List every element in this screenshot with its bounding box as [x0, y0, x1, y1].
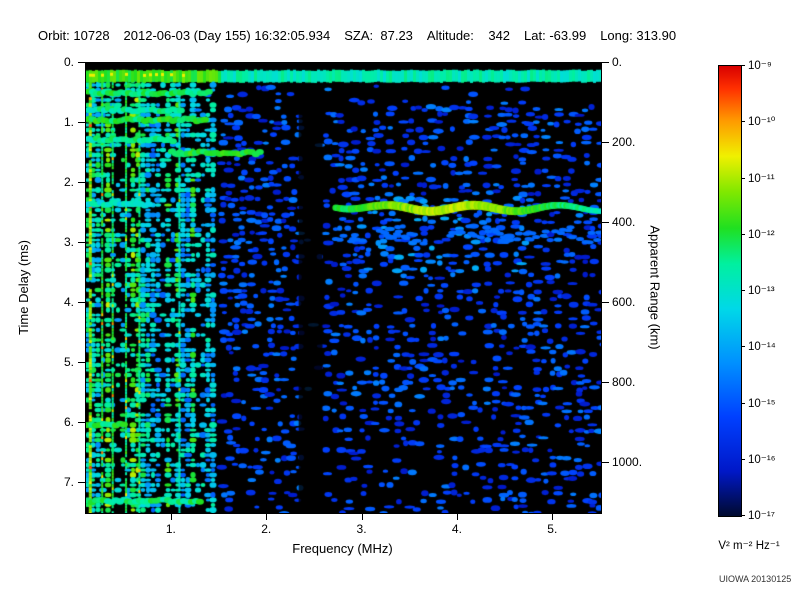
y-axis-label-left: Time Delay (ms) — [14, 62, 32, 512]
y-tick-label: 0. — [63, 55, 74, 69]
x-tick-label: 1. — [165, 522, 176, 536]
right-tick-mark — [602, 142, 609, 143]
x-tick-mark — [170, 514, 172, 520]
y-tick-mark — [78, 122, 85, 123]
y-axis-label-right-text: Apparent Range (km) — [647, 224, 663, 350]
y-tick-label: 4. — [63, 295, 74, 309]
colorbar-tick-label: 10⁻¹⁴ — [748, 341, 776, 354]
latitude-value: Lat: -63.99 — [524, 28, 587, 43]
watermark: UIOWA 20130125 — [719, 574, 792, 584]
x-tick-label: 2. — [261, 522, 272, 536]
x-tick-mark — [552, 514, 554, 520]
y-tick-mark — [78, 242, 85, 243]
sza-value: SZA: 87.23 — [344, 28, 413, 43]
colorbar-tick-label: 10⁻¹⁵ — [748, 397, 776, 410]
right-tick-mark — [602, 462, 609, 463]
orbit-value: Orbit: 10728 — [38, 28, 110, 43]
x-axis-label: Frequency (MHz) — [292, 541, 393, 556]
header-info: Orbit: 10728 2012-06-03 (Day 155) 16:32:… — [38, 28, 676, 43]
colorbar-tick-label: 10⁻¹² — [748, 228, 775, 241]
right-tick-mark — [602, 382, 609, 383]
colorbar-tick-label: 10⁻¹⁷ — [748, 510, 775, 522]
datetime-value: 2012-06-03 (Day 155) 16:32:05.934 — [123, 28, 331, 43]
right-tick-mark — [602, 62, 609, 63]
y-tick-mark — [78, 62, 85, 63]
y-tick-label: 7. — [63, 475, 74, 489]
altitude-value: Altitude: 342 — [426, 28, 511, 43]
y-tick-mark — [78, 302, 85, 303]
y-tick-mark — [78, 482, 85, 483]
y-tick-label: 3. — [63, 235, 74, 249]
colorbar-tick-label: 10⁻¹⁶ — [748, 453, 776, 466]
colorbar-tick-label: 10⁻¹³ — [748, 285, 775, 297]
y-tick-label: 1. — [63, 115, 74, 129]
colorbar-tick-label: 10⁻⁹ — [748, 60, 772, 72]
x-tick-label: 5. — [547, 522, 558, 536]
right-tick-mark — [602, 222, 609, 223]
spectrogram-canvas — [86, 63, 601, 513]
longitude-value: Long: 313.90 — [600, 28, 677, 43]
y-tick-label: 5. — [63, 355, 74, 369]
x-tick-mark — [456, 514, 458, 520]
colorbar-tick-label: 10⁻¹⁰ — [748, 116, 776, 129]
x-tick-label: 4. — [451, 522, 462, 536]
plot-area — [85, 62, 602, 514]
y-tick-label: 2. — [63, 175, 74, 189]
colorbar-gradient — [719, 66, 741, 516]
x-tick-mark — [361, 514, 363, 520]
colorbar — [718, 65, 742, 517]
colorbar-unit-label: V² m⁻² Hz⁻¹ — [718, 540, 780, 552]
y-tick-mark — [78, 422, 85, 423]
colorbar-tick-label: 10⁻¹¹ — [748, 172, 775, 185]
x-tick-label: 3. — [356, 522, 367, 536]
y-tick-mark — [78, 362, 85, 363]
y-axis-label-right: Apparent Range (km) — [646, 62, 664, 512]
x-tick-mark — [266, 514, 268, 520]
y-tick-label: 6. — [63, 415, 74, 429]
right-tick-mark — [602, 302, 609, 303]
y-tick-mark — [78, 182, 85, 183]
y-axis-label-left-text: Time Delay (ms) — [15, 239, 31, 335]
